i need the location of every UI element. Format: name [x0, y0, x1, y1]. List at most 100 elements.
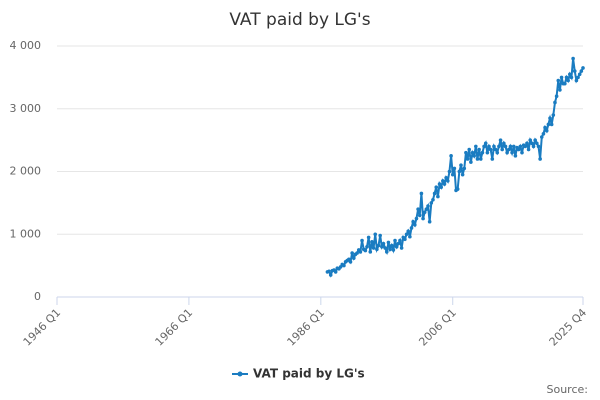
legend-marker [237, 371, 243, 377]
data-point [535, 141, 539, 146]
data-point [528, 138, 533, 142]
data-point [429, 201, 434, 205]
data-point [531, 144, 536, 149]
data-point [421, 216, 425, 221]
y-tick-label: 4 000 [10, 39, 42, 52]
data-point [455, 187, 460, 191]
data-point [539, 135, 544, 139]
data-point [333, 270, 338, 274]
data-point [477, 147, 481, 152]
data-point [480, 150, 485, 155]
data-point [500, 147, 505, 152]
x-tick-label: 2006 Q1 [416, 306, 459, 349]
data-point [427, 219, 432, 224]
data-point [498, 138, 503, 142]
data-point [328, 273, 333, 277]
y-tick-label: 1 000 [10, 227, 42, 240]
data-point [485, 150, 490, 155]
data-point [487, 144, 491, 149]
data-point [553, 100, 557, 105]
data-point [571, 56, 575, 61]
data-point [358, 250, 363, 254]
data-point [445, 179, 450, 183]
data-point [450, 172, 455, 177]
data-point [503, 144, 508, 149]
data-point [439, 185, 443, 189]
data-point [419, 191, 424, 196]
data-point [447, 169, 452, 174]
data-line [327, 58, 584, 278]
data-point [464, 150, 468, 155]
data-point [544, 128, 549, 133]
data-point [546, 122, 551, 127]
data-point [493, 147, 498, 152]
data-point [365, 245, 369, 249]
data-point [436, 194, 440, 199]
legend-label: VAT paid by LG's [253, 367, 365, 381]
data-point [549, 122, 554, 127]
y-tick-label: 2 000 [10, 165, 42, 178]
x-tick-label: 2025 Q4 [547, 306, 590, 349]
data-point [398, 238, 402, 243]
data-point [568, 72, 572, 77]
data-point [355, 251, 359, 255]
data-point [373, 232, 378, 237]
data-point [516, 147, 521, 152]
data-point [452, 166, 457, 171]
data-point [404, 232, 409, 237]
data-point [422, 210, 427, 215]
data-point [548, 116, 552, 120]
data-point [566, 78, 570, 83]
data-point [366, 235, 371, 240]
data-point [432, 191, 437, 196]
data-point [431, 197, 435, 202]
data-point [536, 144, 541, 149]
data-point [411, 219, 415, 224]
x-tick-label: 1966 Q1 [153, 306, 196, 349]
data-point [342, 263, 346, 268]
data-point [391, 248, 396, 252]
data-point [474, 144, 478, 149]
data-point [520, 150, 524, 155]
y-tick-label: 0 [34, 290, 41, 303]
data-point [497, 144, 501, 149]
data-point [564, 75, 569, 80]
data-point [510, 150, 514, 155]
data-point [502, 141, 506, 146]
data-point [541, 132, 546, 136]
data-point [483, 141, 488, 146]
data-point [441, 179, 445, 183]
data-point [442, 182, 447, 186]
data-point [383, 246, 387, 250]
data-point [394, 245, 399, 249]
data-point [576, 75, 580, 80]
data-point [376, 243, 381, 248]
data-point [403, 237, 407, 242]
data-point [371, 246, 376, 250]
data-point [525, 141, 529, 146]
data-point [508, 144, 513, 149]
data-point [393, 238, 397, 243]
data-point [554, 94, 559, 98]
data-point [406, 229, 411, 233]
data-point [380, 245, 384, 249]
data-point [505, 150, 509, 155]
data-point [559, 75, 564, 80]
data-point [384, 250, 389, 254]
data-point [413, 223, 417, 227]
data-point [462, 166, 467, 171]
data-point [327, 269, 331, 274]
data-point [386, 240, 391, 245]
data-point [350, 251, 354, 255]
data-point [572, 69, 577, 73]
data-point [488, 147, 493, 152]
data-point [511, 144, 516, 149]
data-point [543, 125, 547, 130]
data-point [426, 204, 430, 208]
data-point [417, 213, 422, 218]
data-point [581, 66, 585, 70]
x-tick-label: 1946 Q1 [21, 306, 64, 349]
chart-title: VAT paid by LG's [229, 10, 370, 30]
data-point [389, 243, 394, 248]
data-point [478, 157, 483, 161]
